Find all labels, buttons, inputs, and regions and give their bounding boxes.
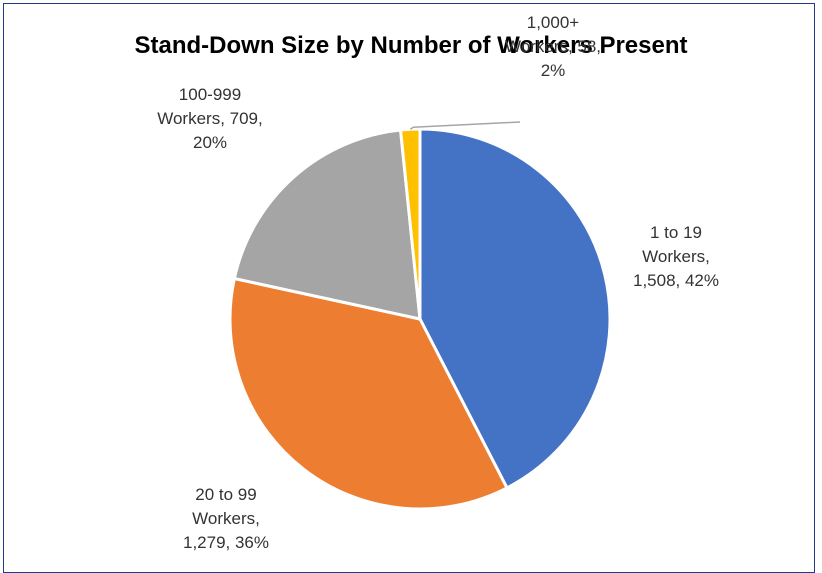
data-label-4: 1,000+ Workers, 58, 2% xyxy=(505,13,601,80)
data-label-line: 20 to 99 xyxy=(195,485,256,504)
data-label-line: 1,000+ xyxy=(527,13,580,32)
data-label-line: 20% xyxy=(193,133,227,152)
pie-slice-1 xyxy=(418,127,612,490)
data-label-line: Workers, xyxy=(192,509,260,528)
data-label-line: 1 to 19 xyxy=(650,223,702,242)
data-label-line: Workers, 709, xyxy=(157,109,263,128)
data-label-line: 2% xyxy=(541,61,566,80)
data-label-line: 100-999 xyxy=(179,85,241,104)
pie-slice-4 xyxy=(399,127,422,321)
data-label-line: Workers, 58, xyxy=(505,37,601,56)
data-label-2: 20 to 99 Workers, 1,279, 36% xyxy=(183,485,269,552)
data-labels: 1 to 19 Workers, 1,508, 42% 20 to 99 Workers… xyxy=(157,13,719,552)
pie-slice-2 xyxy=(228,277,509,511)
leader-line xyxy=(409,121,521,130)
data-label-line: Workers, xyxy=(642,247,710,266)
data-label-1: 1 to 19 Workers, 1,508, 42% xyxy=(633,223,719,290)
data-label-3: 100-999 Workers, 709, 20% xyxy=(157,85,263,152)
pie-slices xyxy=(228,127,612,511)
data-label-line: 1,279, 36% xyxy=(183,533,269,552)
data-label-line: 1,508, 42% xyxy=(633,271,719,290)
chart-title: Stand-Down Size by Number of Workers Pre… xyxy=(134,32,688,59)
leader-lines xyxy=(409,121,521,130)
pie-slice-3 xyxy=(232,128,422,321)
